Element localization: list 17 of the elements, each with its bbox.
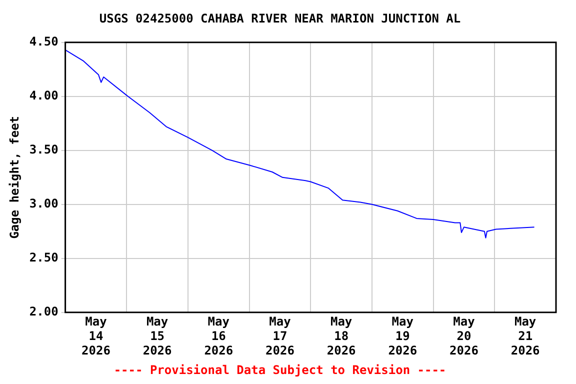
x-tick-label: May 17 2026 [266,314,294,358]
x-tick-label: May 19 2026 [388,314,418,358]
text: ---- Provisional Data Subject to Revision ---- [114,362,446,377]
y-tick-label: 2.00 [29,304,58,319]
x-tick-label: May 15 2026 [142,314,172,358]
y-tick-label: 3.00 [29,196,58,211]
x-tick-label: May 14 2026 [82,314,110,358]
x-tick-label: May 20 2026 [450,314,478,358]
x-tick-label: May 18 2026 [326,314,356,358]
y-tick-label: 2.50 [29,250,58,265]
y-tick-label: 4.00 [29,88,58,103]
x-tick-label: May 16 2026 [204,314,234,358]
chart-title: USGS 02425000 CAHABA RIVER NEAR MARION JUNCTION AL [99,11,461,26]
y-tick-label: 4.50 [29,34,58,49]
y-tick-label: 3.50 [29,142,58,157]
x-tick-label: May 21 2026 [510,314,540,358]
y-axis-title: Gage height, feet [7,116,22,239]
